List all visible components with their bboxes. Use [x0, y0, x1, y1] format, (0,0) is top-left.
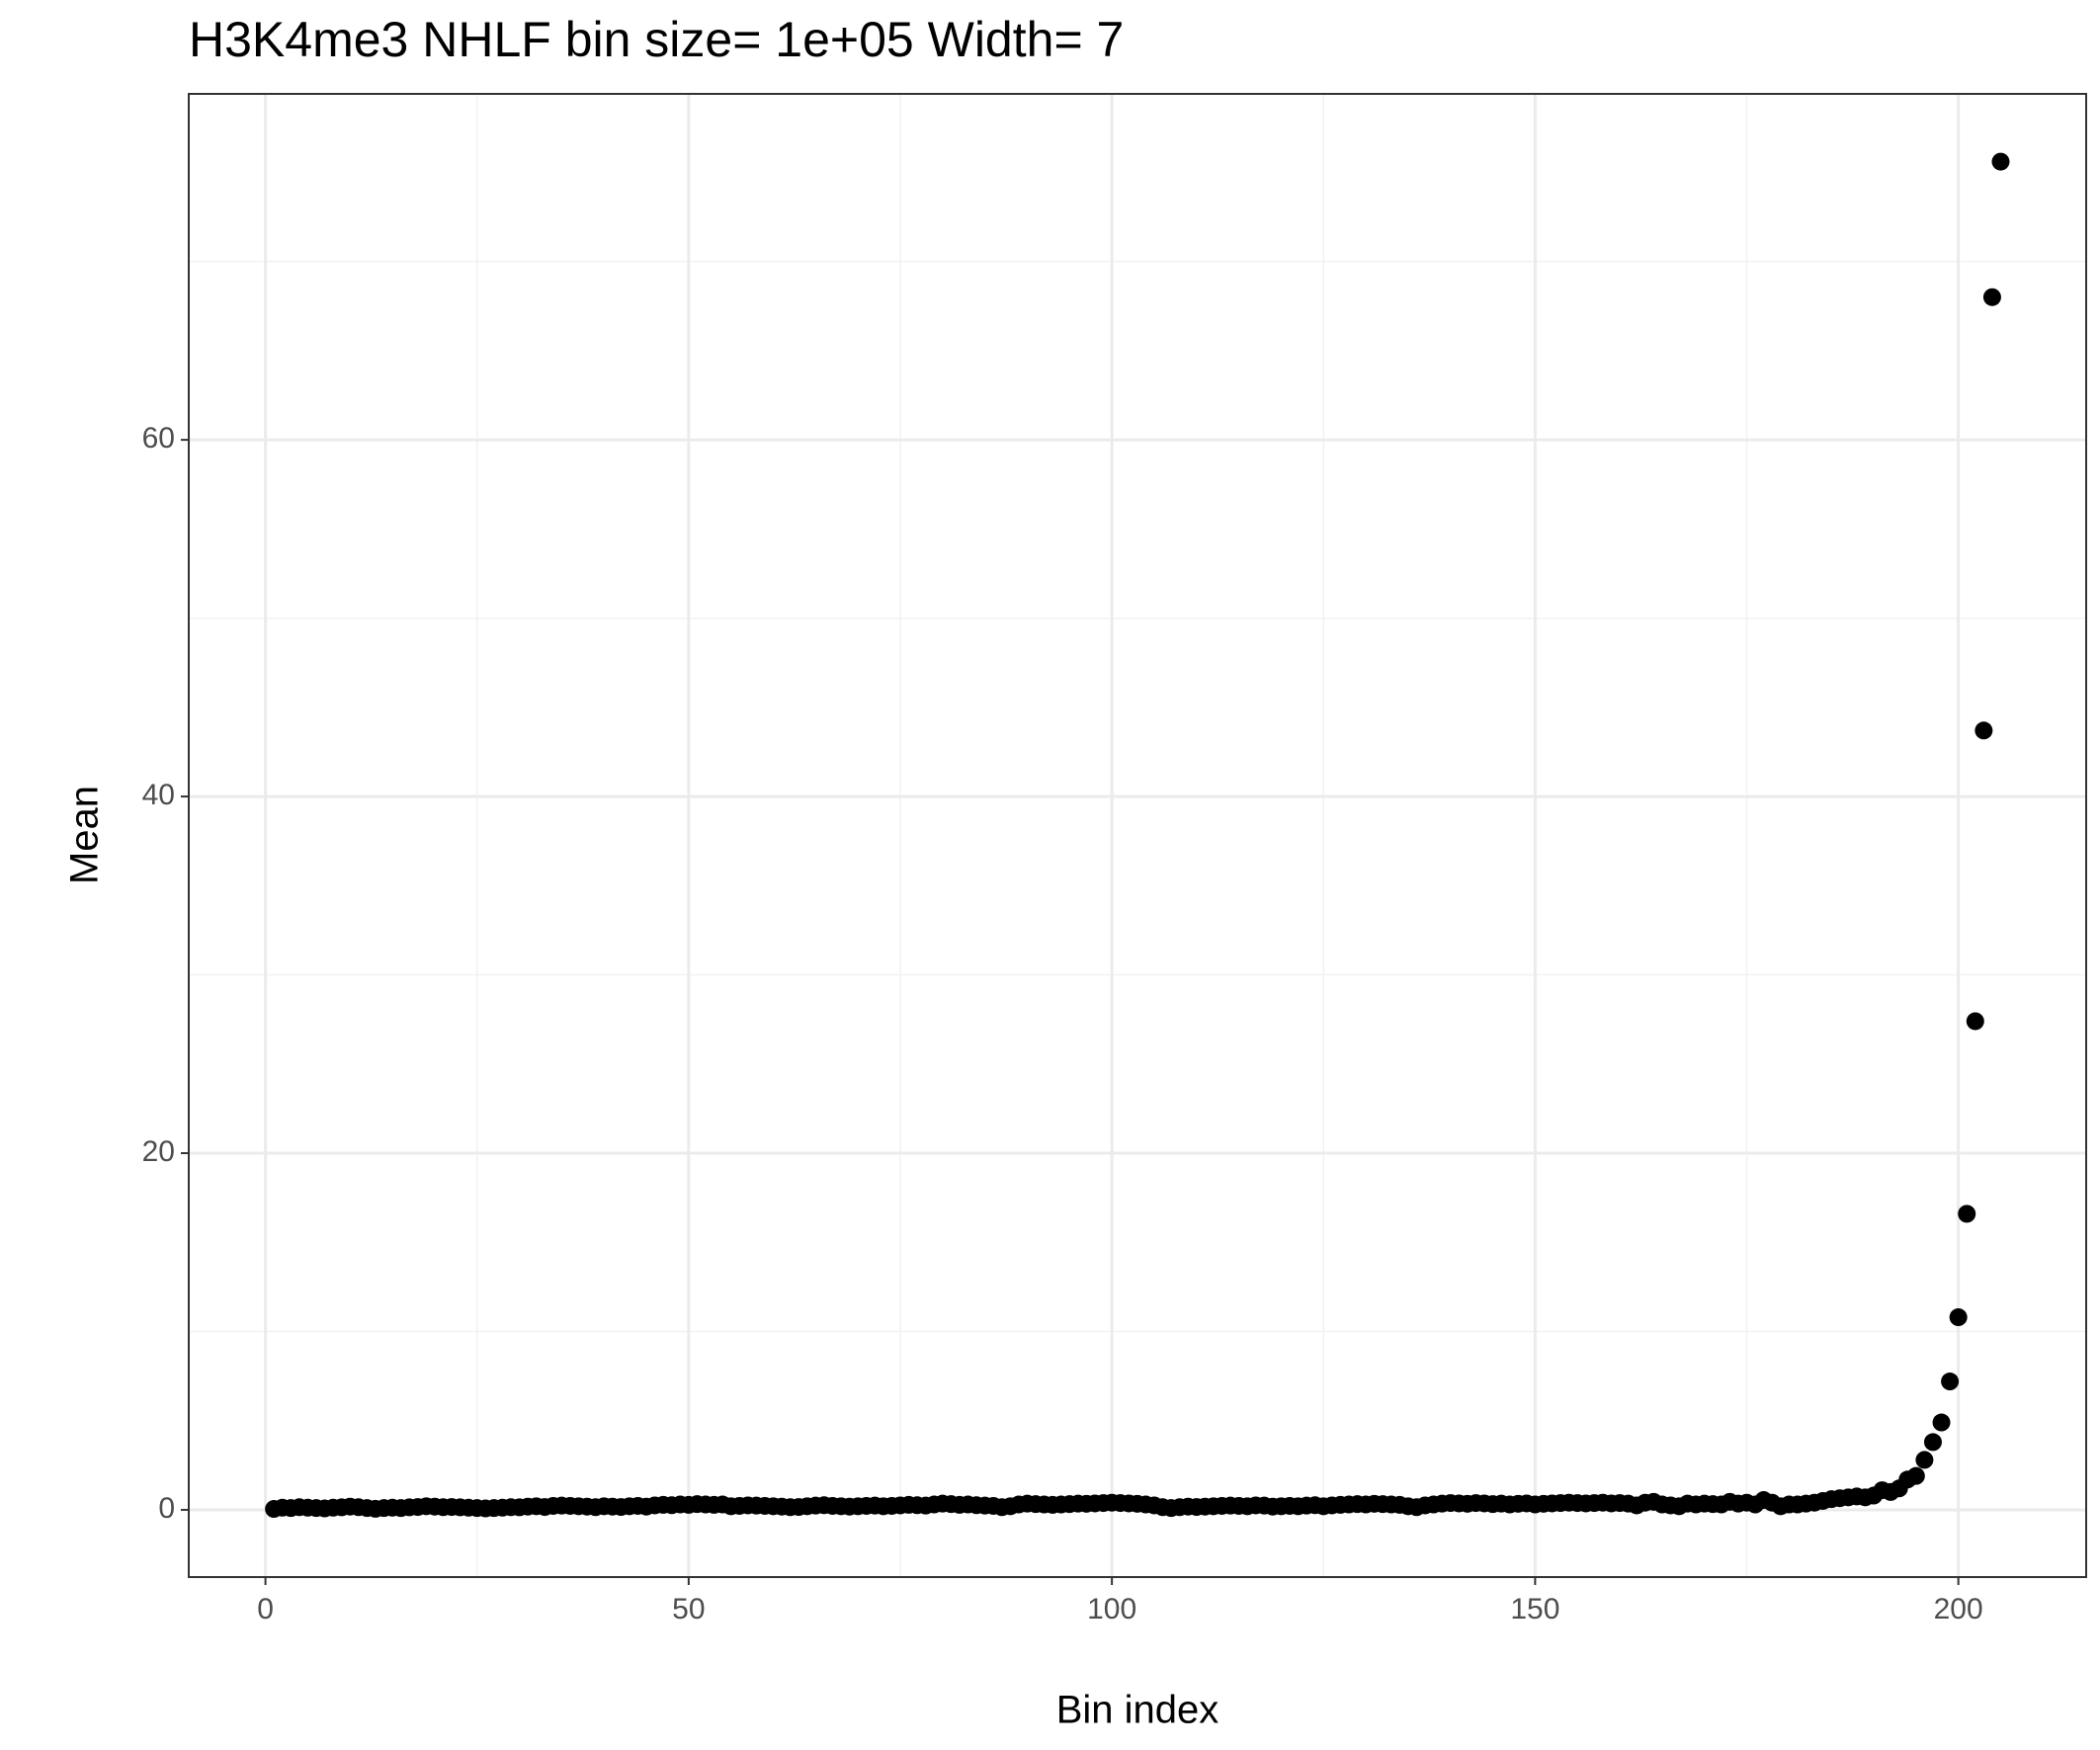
- y-axis-title: Mean: [63, 786, 107, 884]
- x-axis-title: Bin index: [1056, 1689, 1219, 1732]
- panel-border: [188, 93, 2087, 1578]
- point: [1958, 1205, 1976, 1223]
- axes: 0 50 100 150 200 0 20 40 60: [142, 422, 1983, 1625]
- x-tick-label: 100: [1087, 1593, 1136, 1625]
- y-tick-label: 20: [142, 1135, 175, 1168]
- points: [265, 152, 2010, 1519]
- y-tick-label: 60: [142, 422, 175, 455]
- point: [1982, 288, 2001, 306]
- point: [1966, 1012, 1984, 1031]
- point: [1915, 1451, 1934, 1469]
- point: [1949, 1308, 1968, 1327]
- x-tick-label: 150: [1510, 1593, 1559, 1625]
- y-tick-label: 40: [142, 779, 175, 811]
- point: [1941, 1373, 1960, 1391]
- point: [1906, 1466, 1925, 1485]
- point: [1991, 152, 2010, 171]
- point: [1974, 721, 1993, 740]
- point: [1932, 1413, 1951, 1432]
- x-tick-label: 200: [1934, 1593, 1983, 1625]
- x-tick-label: 50: [672, 1593, 705, 1625]
- chart-title: H3K4me3 NHLF bin size= 1e+05 Width= 7: [189, 12, 1124, 67]
- y-tick-label: 0: [158, 1492, 175, 1525]
- point: [1923, 1433, 1942, 1452]
- x-tick-label: 0: [257, 1593, 274, 1625]
